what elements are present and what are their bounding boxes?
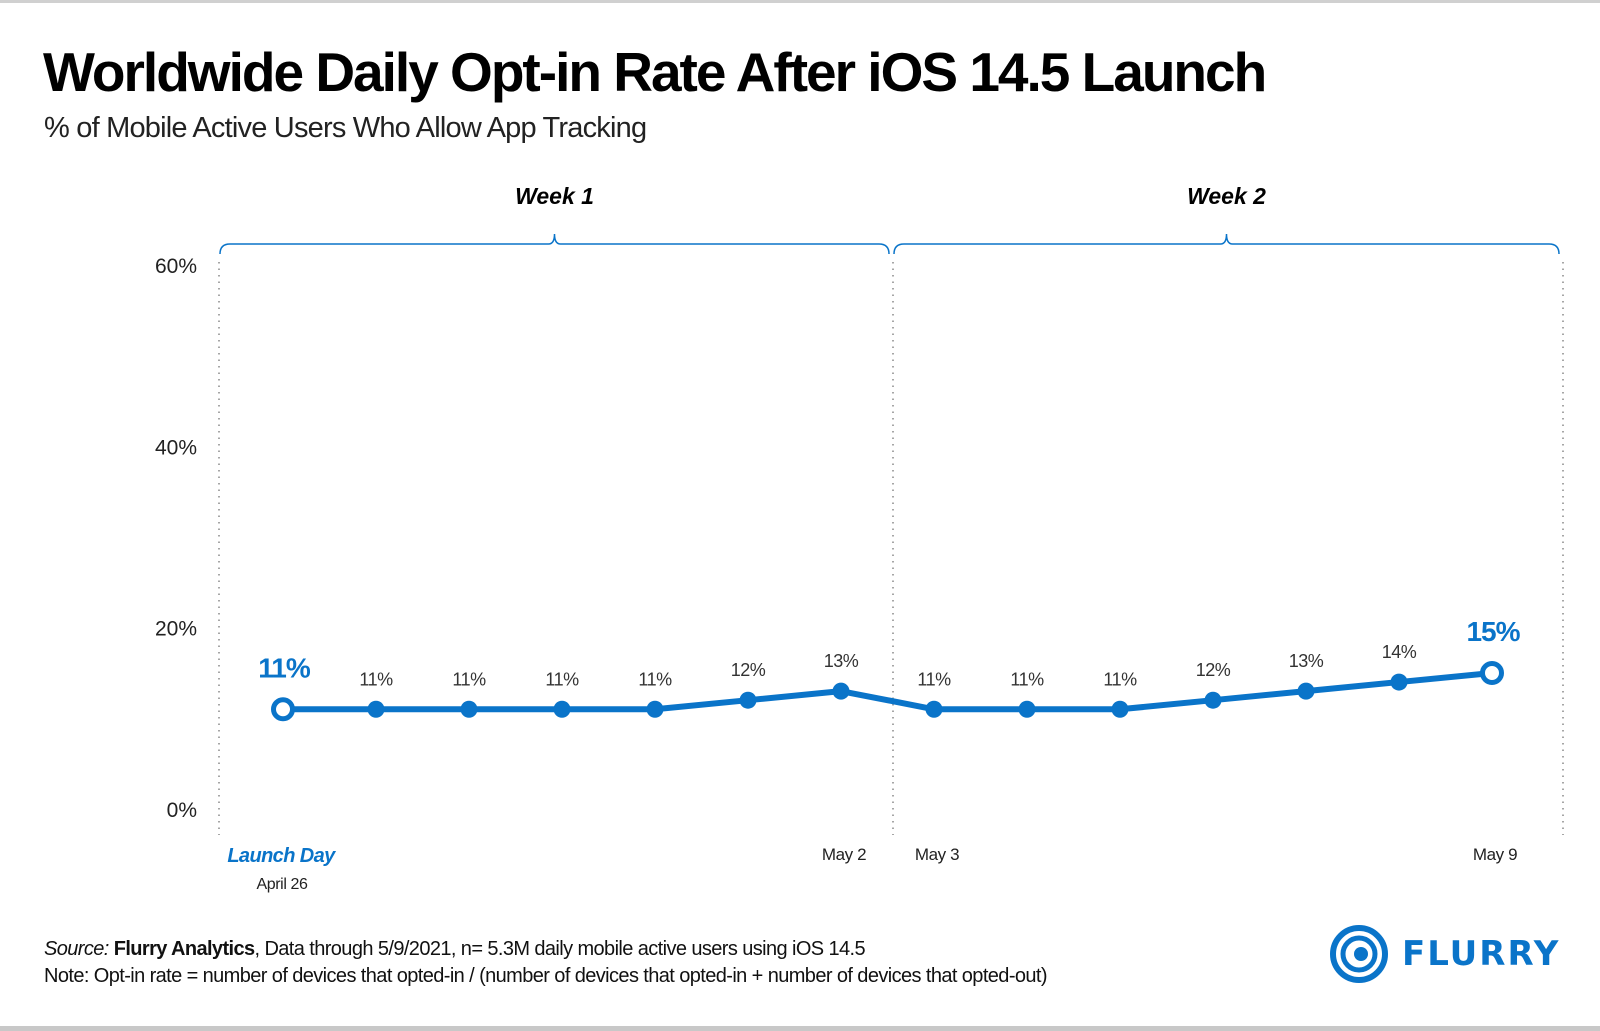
flurry-logo-text: FLURRY: [1402, 934, 1561, 974]
data-label: 11%: [917, 669, 951, 689]
data-point: [1390, 673, 1408, 691]
series-line: [283, 670, 1493, 713]
data-label: 11%: [638, 669, 672, 689]
chart-subtitle: % of Mobile Active Users Who Allow App T…: [44, 112, 647, 144]
data-label: 11%: [1010, 669, 1044, 689]
data-label: 11%: [545, 669, 579, 689]
data-label: 11%: [258, 652, 311, 683]
week-brace: [219, 233, 890, 255]
data-label: 13%: [1289, 651, 1324, 671]
x-tick-label: May 2: [822, 845, 866, 864]
data-label: 12%: [731, 660, 766, 680]
x-tick-label: May 9: [1473, 845, 1517, 864]
data-point: [646, 700, 664, 718]
source-text: , Data through 5/9/2021, n= 5.3M daily m…: [254, 938, 866, 960]
y-tick-label: 0%: [167, 799, 197, 822]
data-point: [1018, 700, 1036, 718]
source-label: Source:: [44, 938, 109, 960]
bottom-border: [0, 1026, 1600, 1031]
data-point: [1111, 700, 1129, 718]
data-point: [553, 700, 571, 718]
source-note: Source: Flurry Analytics, Data through 5…: [44, 938, 866, 961]
data-point-highlight: [1480, 661, 1504, 685]
data-label: 15%: [1466, 616, 1520, 647]
flurry-logo-icon: [1330, 925, 1388, 983]
y-tick-label: 60%: [155, 255, 197, 278]
data-point: [460, 700, 478, 718]
data-point: [739, 691, 757, 709]
data-point-highlight: [271, 697, 295, 722]
data-label: 11%: [452, 669, 486, 689]
week-label: Week 1: [515, 183, 594, 209]
data-label: 13%: [824, 651, 859, 671]
x-tick-label: May 3: [915, 845, 959, 864]
flurry-logo: FLURRY: [1330, 925, 1560, 983]
data-label: 14%: [1382, 642, 1417, 662]
x-tick-label: April 26: [256, 876, 308, 893]
data-label: 11%: [359, 669, 393, 689]
data-point: [1204, 691, 1222, 709]
launch-day-annotation: Launch Day: [227, 845, 336, 867]
week-label: Week 2: [1187, 183, 1266, 209]
source-name: Flurry Analytics: [113, 938, 255, 960]
chart-title: Worldwide Daily Opt-in Rate After iOS 14…: [43, 41, 1267, 103]
top-border: [0, 0, 1600, 3]
y-tick-label: 40%: [155, 436, 197, 459]
data-label: 12%: [1196, 660, 1231, 680]
data-point: [367, 700, 385, 718]
data-label: 11%: [1103, 669, 1137, 689]
week-brace: [893, 233, 1560, 255]
y-tick-label: 20%: [155, 618, 197, 641]
data-point: [832, 682, 850, 700]
data-point: [925, 700, 943, 718]
definition-note: Note: Opt-in rate = number of devices th…: [44, 965, 1048, 987]
data-point: [1297, 682, 1315, 700]
